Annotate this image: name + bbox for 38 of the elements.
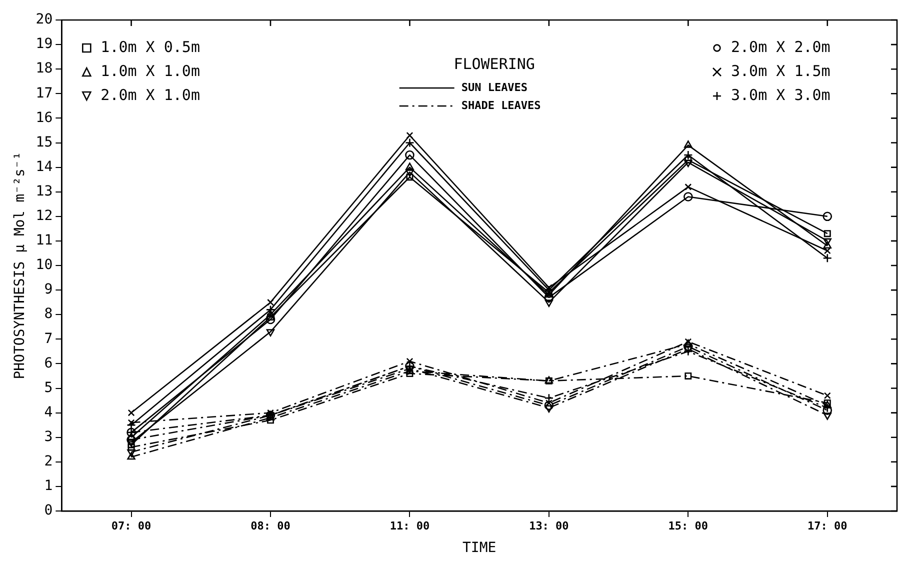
y-tick-label: 11 [36, 232, 53, 249]
legend-label: 3.0m X 3.0m [731, 86, 830, 104]
y-tick-label: 2 [44, 454, 53, 470]
legend-label: 1.0m X 0.5m [100, 38, 200, 56]
y-tick-label: 9 [44, 282, 53, 298]
y-tick-label: 4 [44, 404, 53, 420]
legend-title: FLOWERING [454, 54, 535, 73]
x-tick-label: 17: 00 [808, 519, 848, 532]
y-tick-label: 12 [36, 208, 53, 224]
y-tick-label: 19 [36, 36, 53, 52]
y-axis-title: PHOTOSYNTHESIS μ Mol m⁻²s⁻¹ [12, 152, 28, 380]
x-tick-label: 15: 00 [668, 519, 708, 532]
y-tick-label: 14 [36, 158, 53, 175]
y-tick-label: 17 [36, 85, 53, 102]
y-tick-label: 3 [44, 428, 53, 445]
y-tick-label: 6 [44, 355, 53, 372]
y-tick-label: 8 [44, 306, 53, 322]
x-tick-label: 11: 00 [390, 519, 430, 532]
y-tick-label: 10 [36, 257, 53, 274]
y-tick-label: 0 [44, 502, 53, 519]
x-tick-label: 13: 00 [529, 519, 569, 532]
annotation: SUN LEAVES [461, 80, 528, 94]
y-tick-label: 5 [44, 380, 53, 396]
y-tick-label: 13 [36, 183, 53, 200]
legend-label: 2.0m X 1.0m [100, 86, 200, 104]
y-tick-label: 15 [36, 134, 53, 150]
annotation: SHADE LEAVES [461, 98, 541, 112]
legend-label: 2.0m X 2.0m [731, 38, 830, 56]
y-tick-label: 20 [36, 12, 53, 28]
x-tick-label: 07: 00 [111, 519, 152, 532]
y-tick-label: 7 [44, 330, 53, 347]
y-tick-label: 1 [44, 478, 53, 494]
legend-label: 1.0m X 1.0m [100, 62, 200, 80]
legend-label: 3.0m X 1.5m [731, 62, 830, 80]
y-tick-label: 16 [36, 110, 53, 126]
x-tick-label: 08: 00 [250, 519, 290, 532]
y-tick-label: 18 [36, 60, 53, 77]
x-axis-title: TIME [462, 540, 496, 556]
